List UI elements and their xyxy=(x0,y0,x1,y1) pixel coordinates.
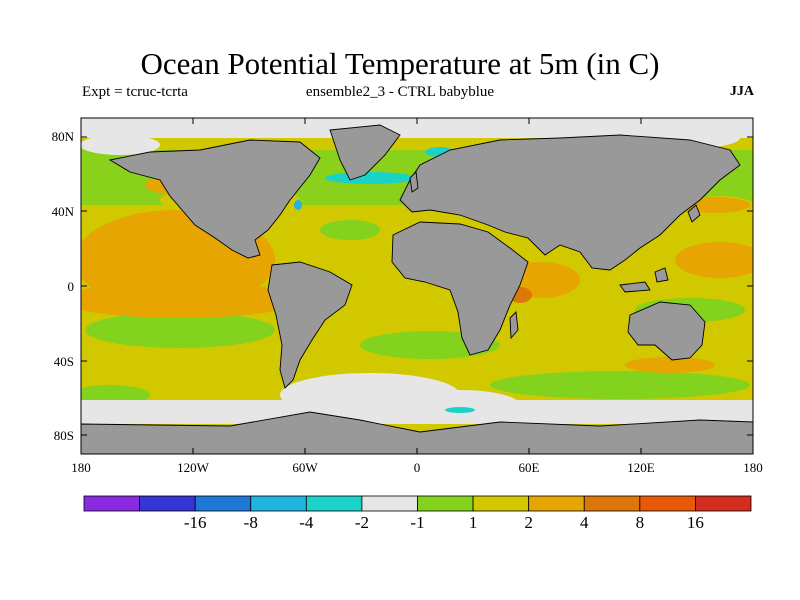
plot-title: Ocean Potential Temperature at 5m (in C) xyxy=(140,46,660,81)
colorbar-swatch xyxy=(417,495,474,512)
colorbar-label: -16 xyxy=(184,513,207,532)
colorbar-label: 16 xyxy=(687,513,704,532)
eurasia xyxy=(399,134,741,271)
colorbar-swatch xyxy=(361,495,418,512)
colorbar xyxy=(83,495,752,512)
africa xyxy=(391,221,529,356)
ensemble-label: ensemble2_3 - CTRL babyblue xyxy=(305,84,495,100)
lat-tick-label: 40S xyxy=(54,354,74,369)
lon-tick-label: 180 xyxy=(743,460,763,475)
north-america xyxy=(108,139,321,259)
colorbar-label: 1 xyxy=(469,513,478,532)
colorbar-swatch xyxy=(83,495,140,512)
experiment-label: Expt = tcruc-tcrta xyxy=(82,84,188,100)
lat-tick-label: 80N xyxy=(52,129,75,144)
colorbar-label: -2 xyxy=(355,513,369,532)
season-label: JJA xyxy=(729,84,754,99)
colorbar-swatch xyxy=(583,495,641,512)
lon-tick-label: 180 xyxy=(71,460,91,475)
australia xyxy=(627,301,706,361)
colorbar-swatch xyxy=(305,495,363,512)
lon-tick-label: 120E xyxy=(627,460,655,475)
colorbar-swatch xyxy=(139,495,196,512)
lon-tick-label: 0 xyxy=(414,460,421,475)
lon-tick-label: 120W xyxy=(177,460,210,475)
lon-tick-label: 60E xyxy=(519,460,540,475)
colorbar-label: 2 xyxy=(524,513,533,532)
land-masses xyxy=(81,124,753,454)
colorbar-label: 8 xyxy=(636,513,645,532)
colorbar-swatch xyxy=(250,495,307,512)
colorbar-label: -1 xyxy=(410,513,424,532)
greenland xyxy=(329,124,401,181)
lat-tick-label: 0 xyxy=(68,279,75,294)
white-regions xyxy=(81,118,753,424)
colorbar-swatch xyxy=(528,495,585,512)
colorbar-swatch xyxy=(695,495,752,512)
colorbar-swatch xyxy=(639,495,696,512)
south-america xyxy=(267,261,353,389)
lat-tick-label: 40N xyxy=(52,204,75,219)
map-area xyxy=(81,118,753,454)
colorbar-label: -8 xyxy=(244,513,258,532)
colorbar-label: 4 xyxy=(580,513,589,532)
antarctica xyxy=(81,411,753,454)
lon-tick-label: 60W xyxy=(292,460,318,475)
colorbar-swatch xyxy=(194,495,252,512)
colorbar-swatch xyxy=(472,495,530,512)
lat-tick-label: 80S xyxy=(54,428,74,443)
colorbar-label: -4 xyxy=(299,513,314,532)
